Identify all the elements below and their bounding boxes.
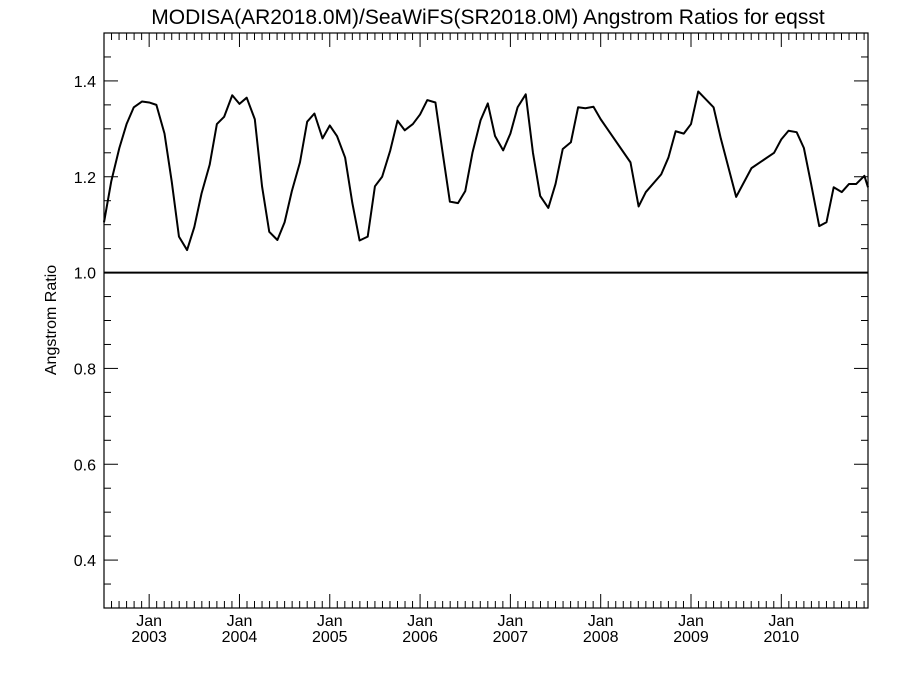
x-tick-year-label: 2009	[673, 629, 709, 646]
x-tick-month-label: Jan	[407, 613, 433, 630]
x-tick-year-label: 2005	[312, 629, 348, 646]
x-tick-month-label: Jan	[227, 613, 253, 630]
y-tick-label: 1.0	[74, 266, 96, 283]
x-tick-year-label: 2004	[222, 629, 258, 646]
x-tick-month-label: Jan	[588, 613, 614, 630]
x-tick-month-label: Jan	[768, 613, 794, 630]
series-line	[103, 90, 869, 252]
chart-title: MODISA(AR2018.0M)/SeaWiFS(SR2018.0M) Ang…	[151, 6, 825, 29]
x-axis-ticks: Jan2003Jan2004Jan2005Jan2006Jan2007Jan20…	[103, 33, 865, 646]
x-tick-year-label: 2008	[583, 629, 619, 646]
y-tick-label: 1.2	[74, 170, 96, 187]
x-tick-year-label: 2010	[764, 629, 800, 646]
x-tick-month-label: Jan	[136, 613, 162, 630]
x-tick-year-label: 2006	[402, 629, 438, 646]
y-axis-ticks: 0.4 0.6 0.8 1.0 1.2 1.4	[74, 32, 868, 609]
y-tick-label: 1.4	[74, 74, 96, 91]
x-tick-year-label: 2007	[493, 629, 529, 646]
y-tick-label: 0.8	[74, 361, 96, 378]
x-tick-month-label: Jan	[678, 613, 704, 630]
x-tick-month-label: Jan	[497, 613, 523, 630]
plot-area-frame	[103, 32, 869, 609]
y-tick-label: 0.6	[74, 457, 96, 474]
y-axis-label: Angstrom Ratio	[43, 265, 60, 375]
x-tick-month-label: Jan	[317, 613, 343, 630]
y-tick-label: 0.4	[74, 553, 96, 570]
x-tick-year-label: 2003	[131, 629, 167, 646]
